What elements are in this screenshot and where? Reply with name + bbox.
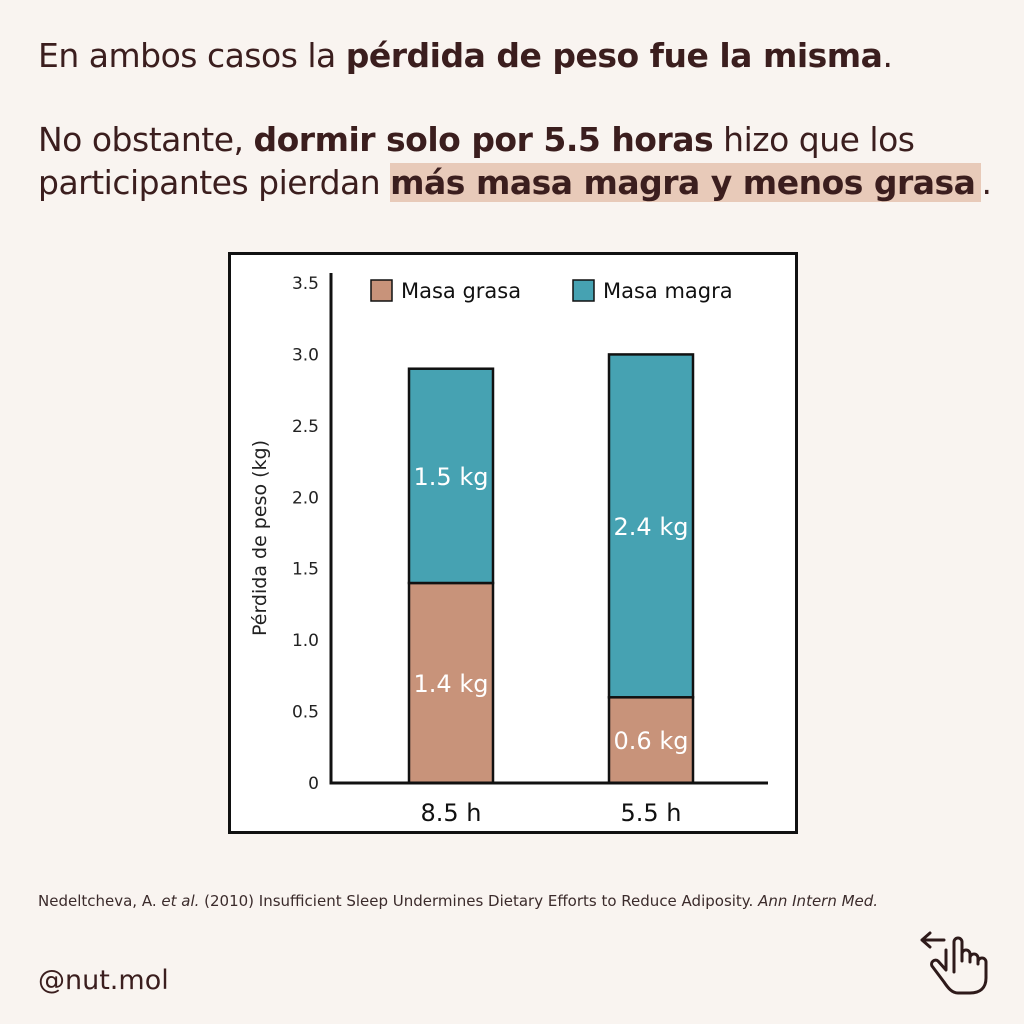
y-tick-label: 3.5 (292, 274, 319, 294)
y-tick-label: 2.5 (292, 417, 319, 437)
swipe-left-hand-icon[interactable] (918, 930, 990, 996)
stacked-bar-chart: 0 0.5 1.0 1.5 2.0 2.5 3.0 3.5 Pérdida de peso (k… (249, 273, 768, 827)
chart-frame: 0 0.5 1.0 1.5 2.0 2.5 3.0 3.5 Pérdida de peso (k… (228, 252, 798, 834)
y-tick-label: 0 (308, 774, 319, 794)
highlight-text: más masa magra y menos grasa (390, 163, 982, 202)
text: No obstante, (38, 120, 254, 159)
legend-swatch (370, 279, 393, 302)
y-tick-label: 0.5 (292, 703, 319, 723)
y-tick-label: 1.5 (292, 560, 319, 580)
x-tick-label: 5.5 h (620, 799, 681, 827)
citation: Nedeltcheva, A. et al. (2010) Insufficie… (38, 892, 968, 911)
bold-text: dormir solo por 5.5 horas (253, 120, 714, 159)
text: . (981, 163, 992, 202)
bold-text: pérdida de peso fue la misma (345, 36, 883, 75)
citation-text: Nedeltcheva, A. (38, 892, 162, 910)
bar-masa-grasa (607, 696, 695, 785)
social-handle: @nut.mol (38, 965, 169, 996)
citation-etal: et al. (161, 892, 200, 910)
data-label: 2.4 kg (614, 513, 689, 541)
data-label: 1.4 kg (414, 670, 489, 698)
citation-journal: Ann Intern Med. (758, 892, 879, 910)
text: hizo que los participantes pierdan (38, 120, 915, 202)
text: En ambos casos la (38, 36, 346, 75)
legend-swatch (572, 279, 595, 302)
y-tick-label: 2.0 (292, 488, 319, 508)
y-axis-label: Pérdida de peso (kg) (249, 440, 271, 636)
headline-1: En ambos casos la pérdida de peso fue la… (38, 34, 893, 77)
text: . (882, 36, 893, 75)
x-tick-label: 8.5 h (420, 799, 481, 827)
legend-label: Masa grasa (401, 279, 521, 303)
data-label: 0.6 kg (614, 727, 689, 755)
headline-2: No obstante, dormir solo por 5.5 horas h… (38, 118, 998, 204)
y-tick-label: 3.0 (292, 345, 319, 365)
y-tick-label: 1.0 (292, 631, 319, 651)
data-label: 1.5 kg (414, 463, 489, 491)
bar-masa-magra (407, 367, 495, 585)
legend-label: Masa magra (603, 279, 733, 303)
citation-title: (2010) Insufficient Sleep Undermines Die… (199, 892, 759, 910)
bar-masa-magra (607, 353, 695, 699)
